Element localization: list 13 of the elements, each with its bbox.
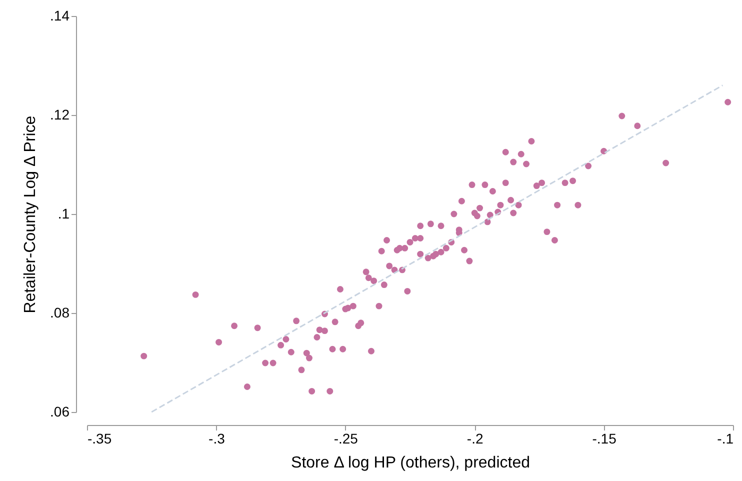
y-tick-label: .12 [50,106,70,122]
x-tick-label: -.2 [466,430,484,446]
x-tick-label: -.25 [334,430,358,446]
x-axis-title: Store Δ log HP (others), predicted [291,454,530,472]
y-tick-label: .14 [50,8,70,24]
x-tick-label: -.35 [88,430,112,446]
y-tick-label: .1 [58,206,70,222]
x-tick-label: -.1 [717,430,734,446]
y-axis-title: Retailer-County Log Δ Price [22,116,40,314]
y-tick-label: .08 [50,304,70,320]
y-tick-label: .06 [50,404,70,420]
x-tick-label: -.15 [592,430,617,446]
x-tick-label: -.3 [208,430,226,446]
